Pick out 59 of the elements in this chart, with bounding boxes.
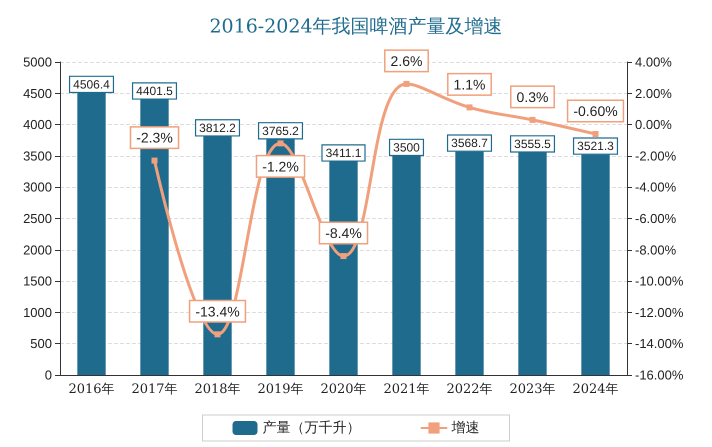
data-label: 3568.7 bbox=[451, 136, 488, 150]
y-tick-label: 4000 bbox=[23, 117, 52, 132]
y-tick-label: 5000 bbox=[23, 54, 52, 70]
y-tick-label: 3500 bbox=[23, 148, 52, 164]
data-label: 3411.1 bbox=[326, 146, 362, 160]
y2-tick-label: -2.00% bbox=[635, 148, 677, 164]
x-tick-label: 2019年 bbox=[257, 382, 304, 397]
y-tick-label: 1500 bbox=[23, 274, 52, 289]
data-label: -0.60% bbox=[573, 102, 618, 119]
data-label: 3555.5 bbox=[514, 136, 552, 151]
y2-tick-label: 2.00% bbox=[635, 86, 672, 101]
data-label: 3521.3 bbox=[577, 139, 614, 154]
y-tick-label: 3000 bbox=[23, 180, 52, 195]
point bbox=[466, 104, 472, 110]
data-label: 4506.4 bbox=[73, 77, 110, 92]
y-tick-label: 1000 bbox=[23, 304, 52, 320]
point bbox=[340, 253, 346, 260]
point bbox=[278, 140, 284, 146]
x-tick-label: 2020年 bbox=[320, 382, 367, 397]
y-tick-label: 0 bbox=[44, 368, 52, 382]
data-label: 3765.2 bbox=[262, 124, 300, 138]
data-label: 0.3% bbox=[516, 88, 548, 105]
y2-tick-label: -4.00% bbox=[635, 180, 677, 195]
point bbox=[530, 116, 536, 123]
data-label: 3812.2 bbox=[199, 120, 236, 135]
x-tick-label: 2023年 bbox=[509, 382, 556, 397]
data-label: 4401.5 bbox=[136, 84, 174, 98]
y2-tick-label: 4.00% bbox=[635, 54, 672, 70]
legend-label: 增速 bbox=[450, 420, 480, 436]
y-tick-label: 500 bbox=[30, 336, 52, 352]
x-tick-label: 2016年 bbox=[68, 382, 115, 397]
data-label: 2.6% bbox=[390, 52, 422, 69]
data-label: -2.3% bbox=[136, 130, 173, 146]
point bbox=[214, 331, 220, 338]
y-tick-label: 2500 bbox=[23, 211, 52, 226]
x-tick-label: 2021年 bbox=[383, 382, 430, 397]
x-tick-label: 2024年 bbox=[572, 382, 619, 397]
y2-tick-label: -8.00% bbox=[635, 242, 677, 258]
y2-tick-label: -16.00% bbox=[635, 368, 684, 382]
y2-tick-label: 0.00% bbox=[635, 117, 672, 132]
point bbox=[404, 80, 410, 87]
data-label: -8.4% bbox=[325, 225, 362, 242]
data-label: 3500 bbox=[393, 140, 420, 154]
point bbox=[152, 158, 158, 164]
data-label: -1.2% bbox=[262, 158, 299, 174]
x-tick-label: 2017年 bbox=[131, 382, 178, 397]
y2-tick-label: -12.00% bbox=[635, 304, 684, 320]
data-label: 1.1% bbox=[454, 76, 486, 92]
x-tick-label: 2018年 bbox=[194, 382, 241, 397]
data-label: -13.4% bbox=[195, 303, 240, 320]
y2-tick-label: -14.00% bbox=[635, 336, 684, 352]
y2-tick-label: -6.00% bbox=[635, 211, 677, 226]
y-tick-label: 2000 bbox=[23, 242, 52, 258]
point bbox=[592, 130, 598, 137]
y2-tick-label: -10.00% bbox=[635, 274, 684, 289]
x-tick-label: 2022年 bbox=[446, 382, 493, 397]
y-tick-label: 4500 bbox=[23, 86, 52, 101]
chart-title: 2016-2024年我国啤酒产量及增速 bbox=[209, 16, 503, 38]
legend-label: 产量（万千升） bbox=[262, 420, 360, 436]
